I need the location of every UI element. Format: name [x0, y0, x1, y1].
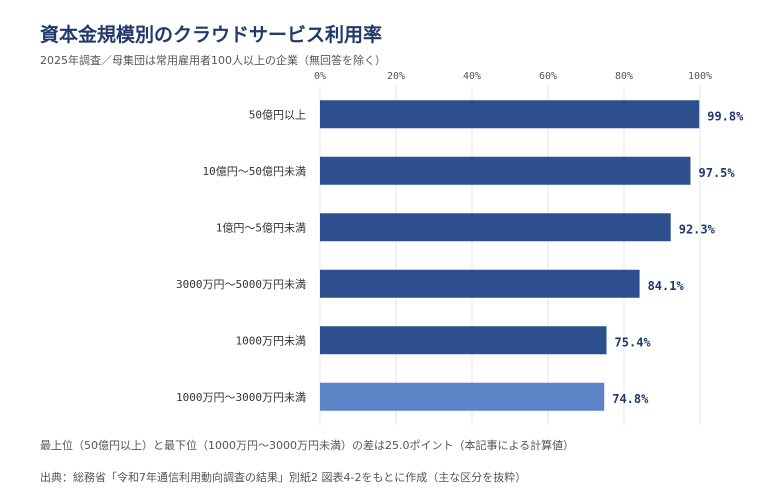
bar [320, 213, 671, 242]
x-tick-label: 60% [539, 71, 557, 82]
value-label: 99.8% [707, 109, 744, 123]
chart-note: 最上位（50億円以上）と最下位（1000万円〜3000万円未満）の差は25.0ポ… [40, 439, 575, 452]
value-label: 75.4% [615, 335, 652, 349]
category-label: 1億円〜5億円未満 [216, 221, 306, 234]
category-label: 3000万円〜5000万円未満 [176, 278, 306, 291]
value-label: 74.8% [612, 392, 649, 406]
x-tick-label: 80% [615, 71, 633, 82]
category-label: 50億円以上 [249, 108, 306, 121]
bar-chart: 0% 20% 40% 60% 80% 100% 50億円以上 99.8% 10億円〜50億円未満… [176, 71, 744, 425]
bar [320, 326, 607, 355]
category-label: 1000万円未満 [236, 334, 307, 347]
bar [320, 100, 700, 129]
value-label: 92.3% [679, 222, 716, 236]
x-tick-label: 20% [387, 71, 405, 82]
value-label: 97.5% [699, 166, 736, 180]
x-tick-label: 100% [688, 71, 712, 82]
chart-title: 資本金規模別のクラウドサービス利用率 [40, 24, 383, 46]
category-label: 1000万円〜3000万円未満 [176, 391, 306, 404]
category-label: 10億円〜50億円未満 [203, 165, 307, 178]
x-tick-label: 40% [463, 71, 481, 82]
source-note: 出典：総務省「令和7年通信利用動向調査の結果」別紙2 図表4-2をもとに作成（主… [40, 471, 527, 484]
value-label: 84.1% [648, 279, 685, 293]
chart-subtitle: 2025年調査／母集団は常用雇用者100人以上の企業（無回答を除く） [40, 54, 386, 67]
bar [320, 382, 605, 411]
x-tick-label: 0% [314, 71, 326, 82]
bar [320, 269, 640, 298]
bar [320, 156, 691, 185]
